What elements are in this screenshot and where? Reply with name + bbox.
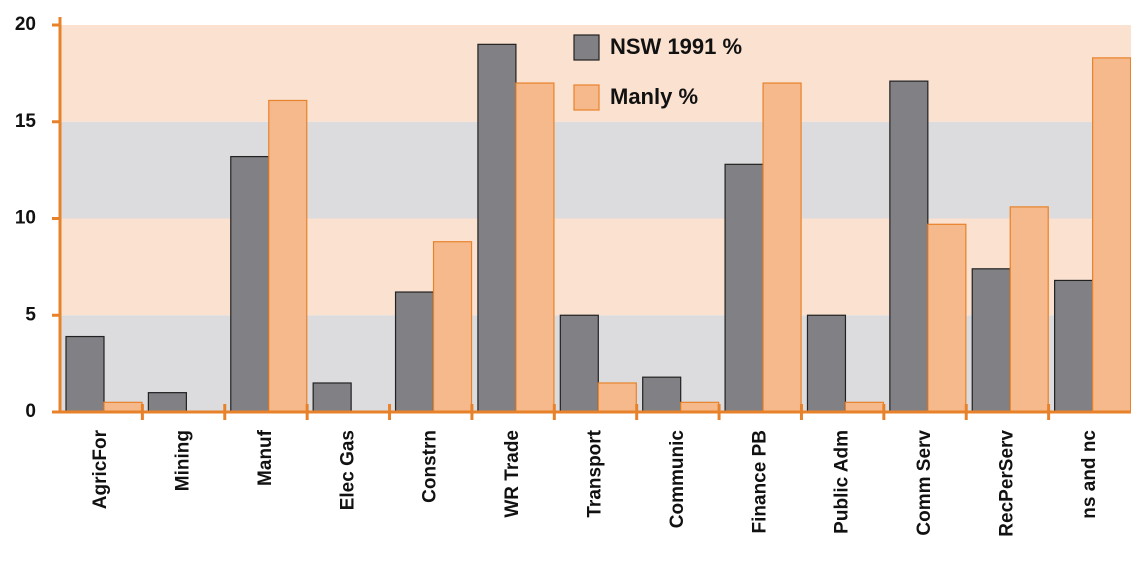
bar — [65, 335, 105, 413]
bar — [1092, 57, 1131, 413]
bar — [597, 382, 637, 413]
x-tick-label: Communic — [667, 430, 688, 529]
legend-swatch — [573, 34, 600, 61]
y-tick-label: 20 — [15, 14, 36, 35]
x-tick-label: AgricFor — [90, 429, 111, 509]
x-tick-label: Transport — [585, 429, 606, 517]
bar — [642, 376, 682, 413]
bar — [1009, 206, 1049, 413]
bar — [432, 241, 473, 413]
bar — [477, 43, 517, 413]
y-tick-label: 5 — [25, 304, 36, 325]
x-tick-label: Public Adm — [832, 430, 853, 534]
bar — [230, 155, 270, 413]
legend-label: NSW 1991 % — [610, 34, 742, 59]
bar — [762, 82, 802, 413]
bar — [927, 223, 967, 413]
bar — [971, 268, 1011, 413]
bar — [806, 314, 847, 413]
bar — [312, 382, 352, 413]
bar — [268, 99, 308, 413]
bar — [1054, 279, 1094, 413]
x-tick-label: Constrn — [420, 430, 441, 503]
x-tick-label: RecPerServ — [996, 430, 1017, 537]
bar — [515, 82, 555, 413]
y-tick-label: 0 — [25, 401, 36, 422]
x-tick-label: ns and nc — [1079, 430, 1100, 519]
plot-band — [60, 121, 1131, 219]
plot-band — [60, 218, 1131, 316]
x-tick-label: Manuf — [255, 429, 276, 486]
legend-swatch — [573, 84, 600, 111]
bar — [724, 163, 764, 413]
x-tick-label: Elec Gas — [337, 430, 358, 510]
x-tick-label: WR Trade — [502, 430, 523, 518]
x-tick-label: Finance PB — [749, 430, 770, 533]
y-tick-label: 15 — [15, 111, 37, 132]
bar — [889, 80, 929, 413]
x-tick-label: Comm Serv — [914, 430, 935, 536]
bar — [394, 291, 435, 413]
x-tick-label: Mining — [173, 430, 194, 491]
legend-label: Manly % — [610, 84, 698, 109]
bar — [147, 392, 187, 413]
y-tick-label: 10 — [15, 208, 36, 229]
bar — [559, 314, 599, 413]
